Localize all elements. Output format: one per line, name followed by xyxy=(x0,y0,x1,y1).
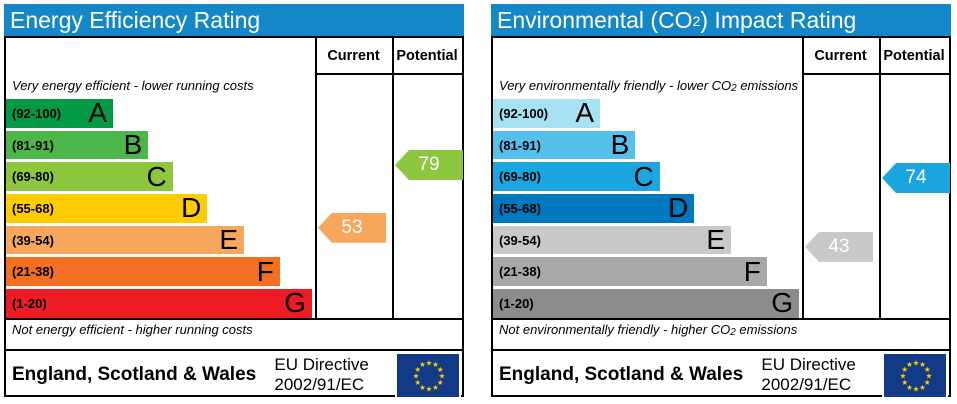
svg-text:★: ★ xyxy=(426,384,433,393)
svg-text:★: ★ xyxy=(913,384,920,393)
svg-text:★: ★ xyxy=(419,360,426,369)
svg-text:★: ★ xyxy=(906,360,913,369)
svg-text:★: ★ xyxy=(919,382,926,391)
svg-text:★: ★ xyxy=(432,382,439,391)
